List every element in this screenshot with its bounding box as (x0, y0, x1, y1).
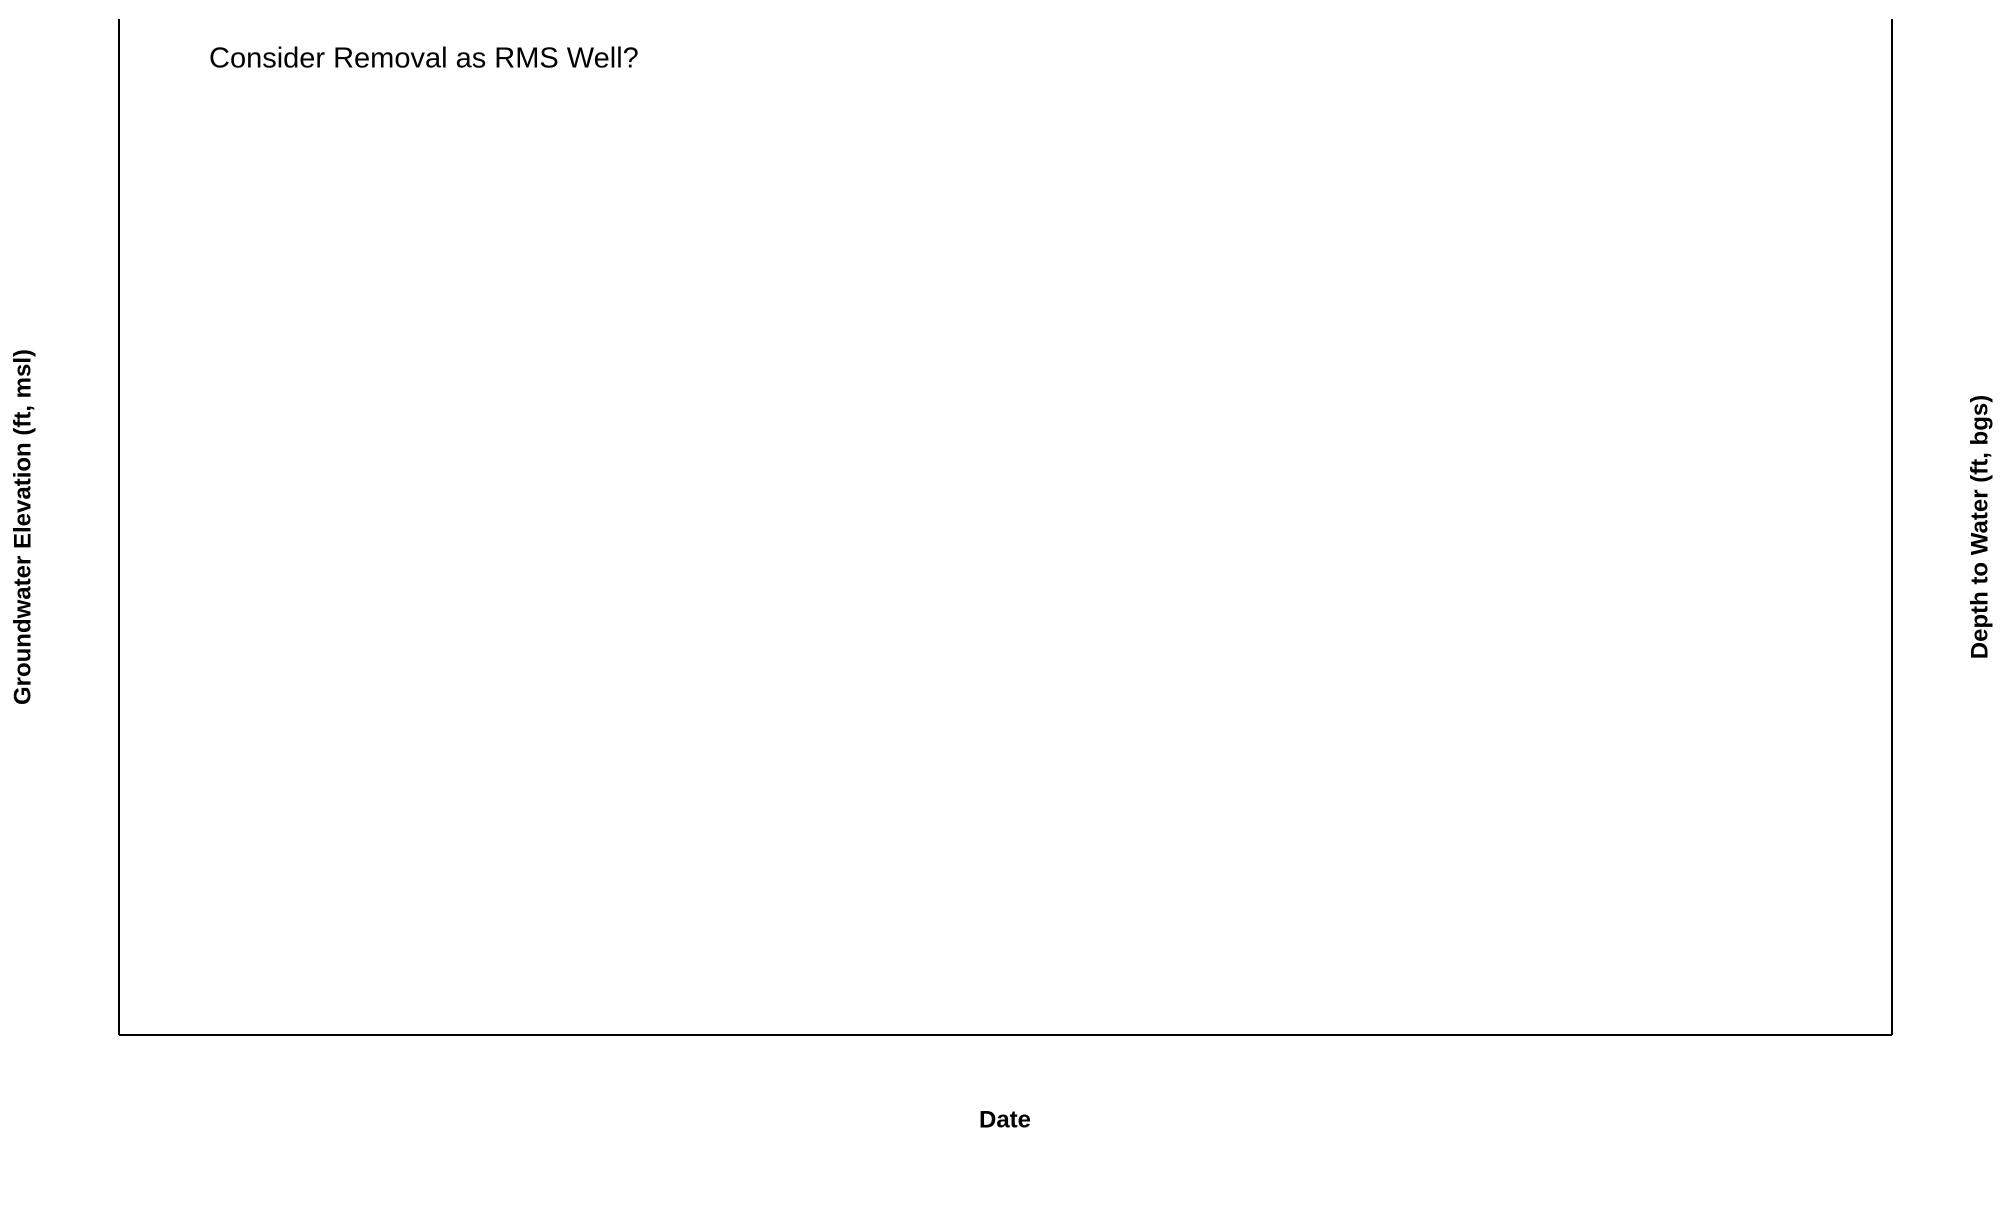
annotation: Consider Removal as RMS Well? (209, 43, 639, 75)
x-axis-title: Date (979, 1106, 1031, 1133)
y2-axis-title: Depth to Water (ft, bgs) (1966, 395, 1993, 659)
y-axis-title: Groundwater Elevation (ft, msl) (9, 349, 36, 705)
